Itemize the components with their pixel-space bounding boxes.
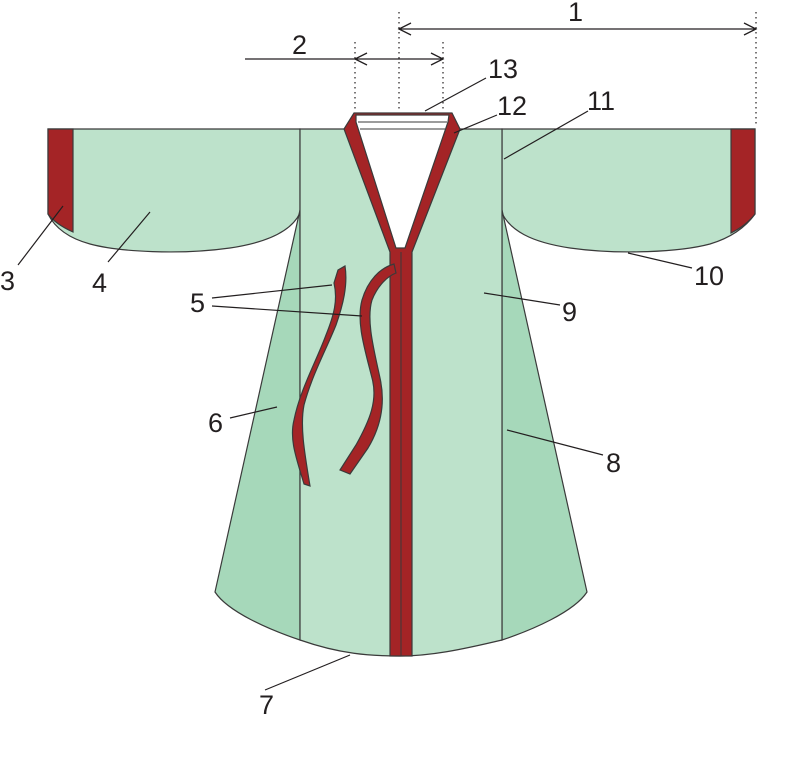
right-cuff (730, 128, 756, 234)
leader-12 (453, 114, 498, 134)
leader-6 (229, 406, 278, 419)
label-2: 2 (292, 30, 307, 60)
dimension-1-arrow-right (743, 22, 758, 36)
collar-lining (355, 114, 450, 249)
right-sleeve (501, 128, 756, 253)
label-13: 13 (488, 54, 518, 84)
label-11: 11 (587, 86, 615, 116)
leader-5b (211, 305, 363, 317)
label-9: 9 (562, 297, 577, 327)
leader-8 (506, 429, 604, 456)
left-cuff (47, 128, 74, 233)
label-7: 7 (259, 690, 274, 720)
leader-5a (211, 284, 333, 299)
label-12: 12 (497, 91, 527, 121)
label-3: 3 (0, 266, 15, 296)
left-side-gore (214, 209, 301, 641)
tie-right (339, 263, 397, 475)
leader-3 (17, 205, 64, 266)
label-6: 6 (208, 408, 223, 438)
left-sleeve (47, 128, 301, 253)
label-10: 10 (694, 261, 724, 291)
leader-7 (264, 654, 351, 691)
label-1: 1 (568, 0, 583, 27)
leader-13 (424, 77, 487, 112)
dimension-2-arrow-left (353, 52, 368, 66)
leader-11 (503, 110, 589, 160)
leader-9 (483, 292, 561, 306)
tie-left (291, 265, 347, 487)
leader-10 (627, 252, 693, 269)
label-4: 4 (92, 268, 107, 298)
dimension-1-arrow-left (397, 22, 412, 36)
leader-4 (107, 211, 151, 263)
collar-band (343, 112, 461, 657)
label-5: 5 (190, 288, 205, 318)
dimension-2-arrow-right (430, 52, 445, 66)
right-side-gore (501, 209, 588, 641)
label-8: 8 (606, 448, 621, 478)
